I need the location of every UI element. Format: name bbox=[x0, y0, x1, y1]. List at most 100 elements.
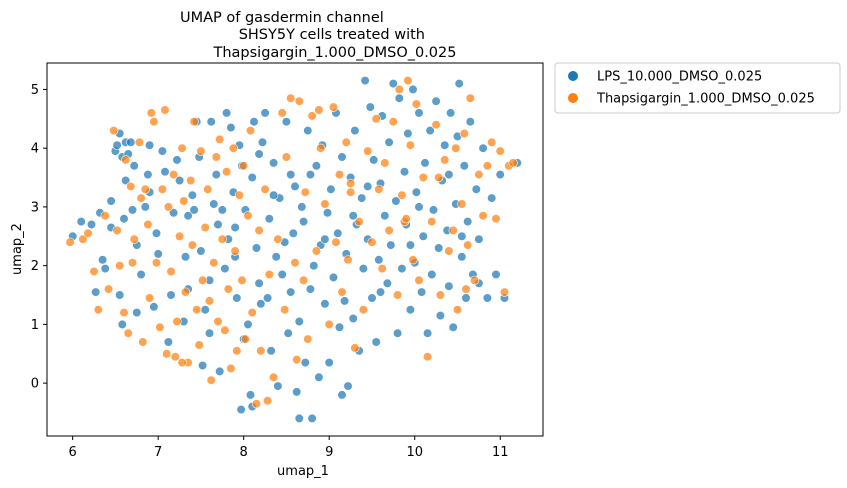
points-layer bbox=[65, 75, 522, 424]
data-point bbox=[232, 346, 242, 356]
y-axis: 0 1 2 3 4 5 bbox=[31, 83, 47, 392]
data-point bbox=[420, 158, 430, 168]
data-point bbox=[260, 108, 270, 118]
data-point bbox=[119, 308, 129, 318]
data-point bbox=[346, 178, 356, 188]
data-point bbox=[257, 137, 268, 147]
y-tick-label: 1 bbox=[31, 318, 39, 333]
data-point bbox=[198, 275, 208, 285]
data-point bbox=[365, 102, 375, 112]
data-point bbox=[283, 328, 293, 338]
y-tick-label: 2 bbox=[31, 259, 39, 274]
data-point bbox=[334, 170, 345, 180]
data-point bbox=[169, 170, 179, 180]
data-point bbox=[418, 231, 428, 241]
data-point bbox=[163, 202, 173, 212]
data-point bbox=[86, 219, 97, 230]
data-point bbox=[434, 243, 444, 253]
data-point bbox=[127, 205, 138, 215]
data-point bbox=[311, 161, 322, 171]
data-point bbox=[217, 205, 227, 215]
data-point bbox=[175, 175, 185, 186]
data-point bbox=[266, 346, 276, 356]
data-point bbox=[324, 358, 334, 368]
data-point bbox=[170, 352, 180, 362]
data-point bbox=[463, 240, 473, 250]
data-point bbox=[320, 199, 330, 209]
data-point bbox=[474, 170, 484, 180]
data-point bbox=[249, 117, 259, 127]
data-point bbox=[117, 319, 127, 330]
data-point bbox=[405, 240, 416, 250]
data-point bbox=[414, 108, 424, 118]
data-point bbox=[386, 240, 396, 250]
data-point bbox=[431, 120, 441, 130]
data-point bbox=[194, 340, 204, 350]
data-point bbox=[360, 75, 370, 86]
data-point bbox=[277, 108, 287, 118]
data-point bbox=[100, 211, 110, 221]
data-point bbox=[215, 366, 225, 377]
data-point bbox=[251, 399, 262, 409]
data-point bbox=[337, 152, 347, 162]
data-point bbox=[228, 143, 238, 153]
data-point bbox=[435, 311, 446, 321]
data-point bbox=[478, 143, 488, 153]
data-point bbox=[405, 140, 416, 150]
data-point bbox=[138, 337, 148, 347]
data-point bbox=[140, 184, 150, 194]
data-point bbox=[203, 184, 213, 194]
data-point bbox=[348, 211, 358, 221]
data-point bbox=[311, 246, 322, 256]
data-point bbox=[271, 252, 281, 262]
data-point bbox=[149, 117, 159, 127]
data-point bbox=[121, 175, 131, 186]
data-point bbox=[358, 305, 369, 315]
data-point bbox=[78, 234, 88, 244]
data-point bbox=[196, 246, 206, 256]
data-point bbox=[151, 228, 162, 238]
data-point bbox=[254, 278, 264, 288]
data-point bbox=[448, 322, 458, 332]
data-point bbox=[348, 313, 358, 324]
data-point bbox=[487, 193, 497, 203]
data-point bbox=[237, 275, 247, 285]
data-point bbox=[300, 187, 310, 197]
data-point bbox=[508, 158, 518, 168]
data-point bbox=[393, 328, 403, 338]
data-point bbox=[463, 217, 473, 227]
data-point bbox=[180, 287, 191, 297]
data-point bbox=[160, 167, 170, 177]
data-point bbox=[172, 155, 182, 165]
data-point bbox=[401, 214, 411, 224]
data-point bbox=[357, 193, 367, 203]
data-point bbox=[334, 322, 345, 332]
data-point bbox=[423, 352, 433, 362]
data-point bbox=[186, 175, 196, 186]
data-point bbox=[115, 290, 125, 300]
data-point bbox=[123, 328, 133, 338]
data-point bbox=[440, 140, 450, 150]
data-point bbox=[239, 161, 249, 171]
data-point bbox=[83, 228, 93, 238]
data-point bbox=[314, 372, 324, 382]
data-point bbox=[200, 222, 210, 233]
data-point bbox=[358, 264, 369, 274]
data-point bbox=[93, 305, 103, 315]
data-point bbox=[408, 84, 418, 94]
data-point bbox=[434, 172, 444, 183]
data-point bbox=[209, 199, 219, 209]
data-point bbox=[363, 181, 373, 191]
data-point bbox=[146, 108, 156, 118]
data-point bbox=[112, 225, 122, 235]
y-tick-label: 4 bbox=[31, 142, 39, 157]
data-point bbox=[299, 217, 309, 227]
data-point bbox=[408, 255, 418, 265]
data-point bbox=[215, 134, 225, 144]
y-axis-label: umap_2 bbox=[10, 223, 25, 275]
data-point bbox=[204, 328, 215, 338]
data-point bbox=[457, 231, 467, 241]
data-point bbox=[471, 184, 481, 194]
data-point bbox=[350, 126, 360, 136]
